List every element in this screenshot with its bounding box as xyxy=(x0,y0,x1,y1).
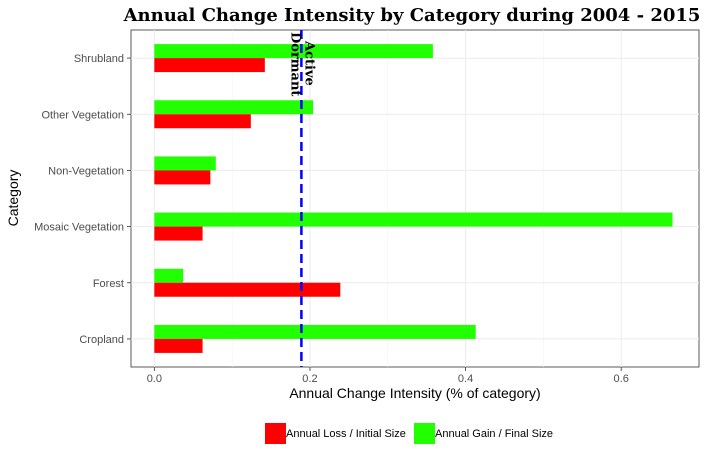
bar-loss xyxy=(154,282,341,297)
bar-loss xyxy=(154,338,203,353)
legend-swatch xyxy=(265,423,286,444)
bar-loss xyxy=(154,114,251,129)
plot-panel xyxy=(130,29,700,368)
bar-gain xyxy=(154,324,476,339)
bar-gain xyxy=(154,268,184,283)
chart-title: Annual Change Intensity by Category duri… xyxy=(123,5,701,26)
y-tick-labels: Cropland Forest Mosaic Vegetation Non-Veget… xyxy=(34,53,131,346)
legend-label: Annual Loss / Initial Size xyxy=(286,428,406,440)
y-tick-label: Mosaic Vegetation xyxy=(34,222,124,234)
y-tick-label: Shrubland xyxy=(74,53,124,65)
bar-gain xyxy=(154,100,314,115)
legend-label: Annual Gain / Final Size xyxy=(435,428,553,440)
x-axis-label: Annual Change Intensity (% of category) xyxy=(289,385,540,401)
y-tick-label: Cropland xyxy=(79,334,124,346)
annotation-active: Active xyxy=(301,40,316,86)
bar-loss xyxy=(154,226,203,241)
x-tick-labels: 0.0 0.2 0.4 0.6 xyxy=(147,367,629,385)
legend: Annual Loss / Initial Size Annual Gain / … xyxy=(265,423,553,444)
bar-gain xyxy=(154,156,216,171)
y-tick-label: Non-Vegetation xyxy=(48,165,124,177)
legend-swatch xyxy=(414,423,435,444)
x-tick-label: 0.0 xyxy=(147,373,162,385)
y-tick-label: Other Vegetation xyxy=(41,109,124,121)
y-axis-label: Category xyxy=(5,170,21,227)
x-tick-label: 0.2 xyxy=(302,373,317,385)
y-tick-label: Forest xyxy=(93,278,124,290)
bar-gain xyxy=(154,44,433,59)
annotation-dormant: Dormant xyxy=(287,32,302,96)
x-tick-label: 0.6 xyxy=(614,373,629,385)
bar-gain xyxy=(154,212,673,227)
bars xyxy=(154,44,673,353)
bar-loss xyxy=(154,58,265,73)
bar-loss xyxy=(154,170,211,185)
x-tick-label: 0.4 xyxy=(458,373,473,385)
